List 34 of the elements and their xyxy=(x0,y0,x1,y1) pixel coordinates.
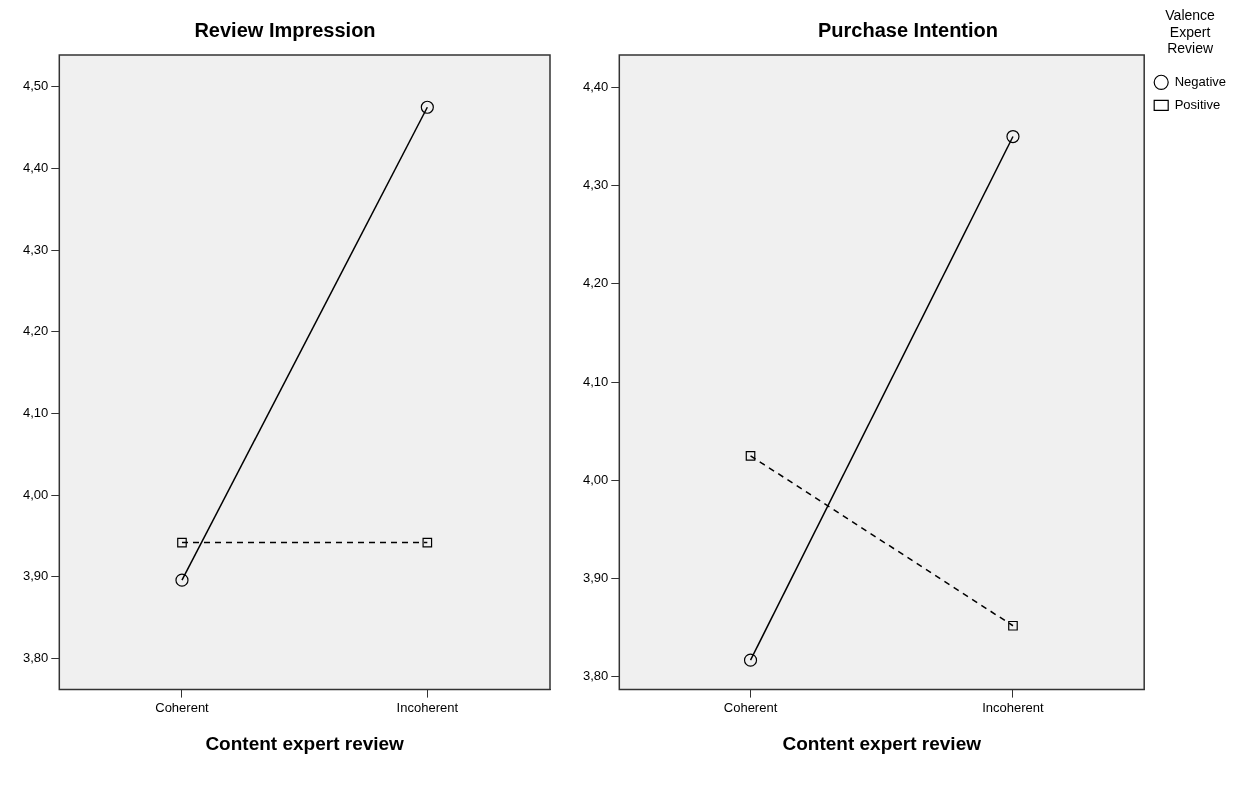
point xyxy=(175,573,189,587)
y-tick-label: 4,00 xyxy=(582,471,609,487)
x-axis-title: Content expert review xyxy=(782,732,982,754)
chart-title: Purchase Intention xyxy=(817,18,999,41)
y-tick-label: 4,10 xyxy=(582,373,609,389)
chart-title: Review Impression xyxy=(194,18,376,41)
point xyxy=(745,450,756,461)
y-tick-label: 3,90 xyxy=(582,570,609,586)
point xyxy=(743,653,758,667)
legend-title: Valence Expert Review xyxy=(1165,6,1216,57)
point xyxy=(420,100,434,114)
y-tick-label: 4,00 xyxy=(22,486,49,502)
point xyxy=(422,537,433,548)
x-tick-label: Coherent xyxy=(155,699,210,715)
legend-label: Positive xyxy=(1174,96,1221,112)
y-tick-label: 4,20 xyxy=(582,275,609,291)
point xyxy=(1008,620,1018,631)
y-tick-label: 4,30 xyxy=(582,177,609,193)
y-tick-label: 4,40 xyxy=(22,160,49,176)
y-tick-label: 3,80 xyxy=(582,668,609,684)
point xyxy=(177,537,187,548)
x-tick-label: Coherent xyxy=(723,699,778,715)
y-tick-label: 4,50 xyxy=(22,78,49,94)
x-tick-label: Incoherent xyxy=(396,699,459,715)
legend-label: Negative xyxy=(1174,73,1226,89)
x-tick-label: Incoherent xyxy=(982,699,1045,715)
point xyxy=(1006,129,1020,144)
y-tick-label: 4,40 xyxy=(582,79,609,94)
x-axis-title: Content expert review xyxy=(205,732,405,754)
y-tick-label: 4,30 xyxy=(22,241,49,257)
y-tick-label: 3,90 xyxy=(22,568,49,584)
y-tick-label: 4,20 xyxy=(22,323,49,339)
y-tick-label: 3,80 xyxy=(22,650,49,666)
y-tick-label: 4,10 xyxy=(22,405,49,421)
